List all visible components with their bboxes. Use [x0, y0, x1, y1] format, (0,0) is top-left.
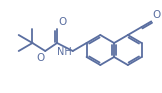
Text: O: O [152, 10, 161, 20]
Text: O: O [58, 17, 66, 27]
Text: O: O [36, 53, 44, 63]
Text: NH: NH [57, 47, 72, 57]
